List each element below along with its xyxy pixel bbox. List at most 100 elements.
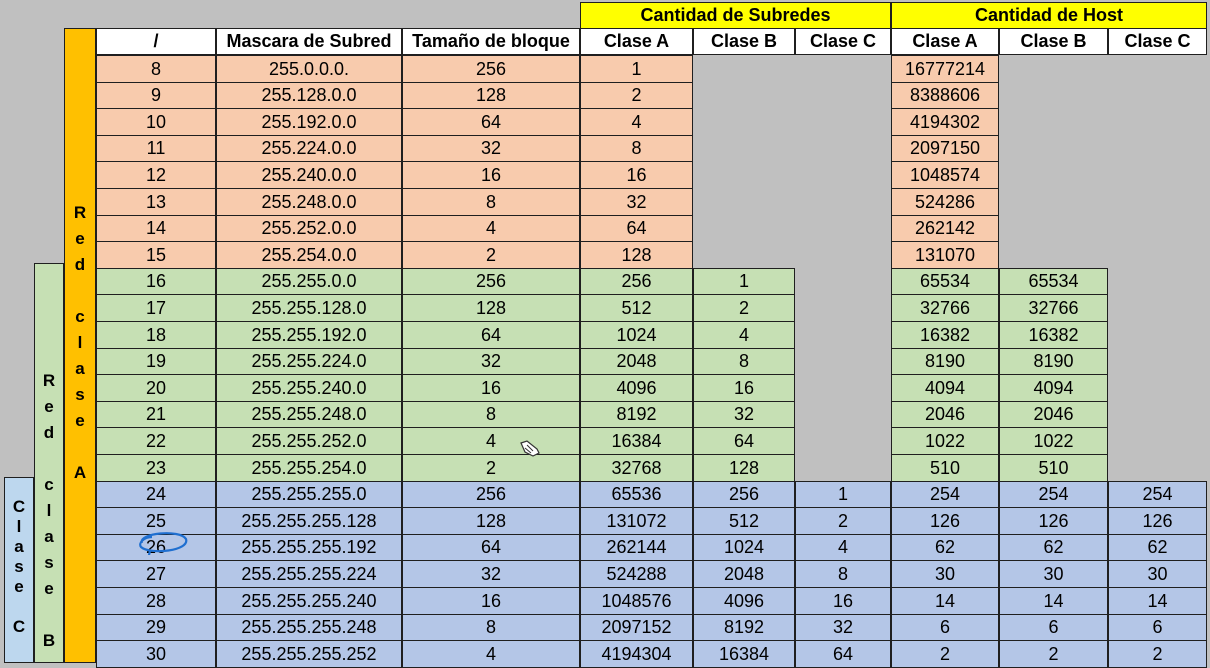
table-cell-sub-c[interactable]: 64 <box>795 640 891 668</box>
table-cell-block[interactable]: 8 <box>402 613 580 642</box>
header-cantidad-host[interactable]: Cantidad de Host <box>891 2 1207 29</box>
table-cell-prefix[interactable]: 21 <box>96 400 216 429</box>
table-cell-mask[interactable]: 255.255.224.0 <box>216 347 402 376</box>
table-cell-sub-b[interactable]: 4096 <box>693 587 795 615</box>
table-cell-host-a[interactable]: 262142 <box>891 214 999 243</box>
table-cell-prefix[interactable]: 10 <box>96 108 216 137</box>
table-cell-mask[interactable]: 255.255.248.0 <box>216 400 402 429</box>
table-cell-host-b[interactable]: 2 <box>999 640 1108 668</box>
table-cell-mask[interactable]: 255.255.255.252 <box>216 640 402 668</box>
column-header-host_c[interactable]: Clase C <box>1108 28 1207 55</box>
table-cell-host-a[interactable]: 4194302 <box>891 108 999 137</box>
table-cell-block[interactable]: 4 <box>402 640 580 668</box>
table-cell-host-a[interactable]: 510 <box>891 454 999 482</box>
table-cell-host-b[interactable]: 2046 <box>999 400 1108 429</box>
table-cell-mask[interactable]: 255.255.255.240 <box>216 587 402 615</box>
column-header-host_b[interactable]: Clase B <box>999 28 1108 55</box>
table-cell-block[interactable]: 32 <box>402 560 580 589</box>
header-cantidad-subredes[interactable]: Cantidad de Subredes <box>580 2 891 29</box>
table-cell-sub-a[interactable]: 4194304 <box>580 640 693 668</box>
table-cell-prefix[interactable]: 20 <box>96 374 216 403</box>
table-cell-sub-b[interactable]: 256 <box>693 480 795 509</box>
column-header-slash[interactable]: / <box>96 28 216 55</box>
table-cell-sub-b[interactable]: 2 <box>693 294 795 323</box>
table-cell-mask[interactable]: 255.255.255.248 <box>216 613 402 642</box>
table-cell-sub-a[interactable]: 524288 <box>580 560 693 589</box>
table-cell-host-c[interactable]: 2 <box>1108 640 1207 668</box>
table-cell-sub-a[interactable]: 32 <box>580 188 693 216</box>
table-cell-mask[interactable]: 255.224.0.0 <box>216 134 402 163</box>
table-cell-block[interactable]: 64 <box>402 321 580 349</box>
table-cell-sub-b[interactable]: 16 <box>693 374 795 403</box>
table-cell-sub-a[interactable]: 16 <box>580 161 693 190</box>
column-header-sub_b[interactable]: Clase B <box>693 28 795 55</box>
table-cell-sub-b[interactable]: 128 <box>693 454 795 482</box>
table-cell-prefix[interactable]: 28 <box>96 587 216 615</box>
table-cell-host-a[interactable]: 1022 <box>891 427 999 456</box>
table-cell-sub-a[interactable]: 64 <box>580 214 693 243</box>
table-cell-mask[interactable]: 255.192.0.0 <box>216 108 402 137</box>
table-cell-block[interactable]: 128 <box>402 507 580 536</box>
table-cell-mask[interactable]: 255.255.192.0 <box>216 321 402 349</box>
table-cell-prefix[interactable]: 12 <box>96 161 216 190</box>
table-cell-mask[interactable]: 255.254.0.0 <box>216 241 402 270</box>
table-cell-host-a[interactable]: 131070 <box>891 241 999 270</box>
table-cell-host-b[interactable]: 254 <box>999 480 1108 509</box>
table-cell-sub-b[interactable]: 1024 <box>693 533 795 562</box>
table-cell-host-a[interactable]: 8190 <box>891 347 999 376</box>
table-cell-mask[interactable]: 255.255.254.0 <box>216 454 402 482</box>
table-cell-prefix[interactable]: 27 <box>96 560 216 589</box>
table-cell-sub-c[interactable]: 16 <box>795 587 891 615</box>
table-cell-mask[interactable]: 255.252.0.0 <box>216 214 402 243</box>
table-cell-host-c[interactable]: 6 <box>1108 613 1207 642</box>
table-cell-sub-a[interactable]: 128 <box>580 241 693 270</box>
table-cell-host-c[interactable]: 126 <box>1108 507 1207 536</box>
table-cell-prefix[interactable]: 22 <box>96 427 216 456</box>
table-cell-sub-a[interactable]: 32768 <box>580 454 693 482</box>
table-cell-host-c[interactable]: 14 <box>1108 587 1207 615</box>
table-cell-prefix[interactable]: 14 <box>96 214 216 243</box>
table-cell-prefix[interactable]: 15 <box>96 241 216 270</box>
table-cell-block[interactable]: 2 <box>402 454 580 482</box>
table-cell-host-a[interactable]: 62 <box>891 533 999 562</box>
table-cell-host-b[interactable]: 65534 <box>999 267 1108 296</box>
table-cell-sub-b[interactable]: 4 <box>693 321 795 349</box>
table-cell-host-b[interactable]: 32766 <box>999 294 1108 323</box>
table-cell-mask[interactable]: 255.240.0.0 <box>216 161 402 190</box>
column-header-sub_c[interactable]: Clase C <box>795 28 891 55</box>
table-cell-mask[interactable]: 255.255.252.0 <box>216 427 402 456</box>
table-cell-prefix[interactable]: 17 <box>96 294 216 323</box>
table-cell-block[interactable]: 8 <box>402 400 580 429</box>
table-cell-sub-c[interactable]: 4 <box>795 533 891 562</box>
table-cell-block[interactable]: 128 <box>402 294 580 323</box>
table-cell-host-a[interactable]: 6 <box>891 613 999 642</box>
table-cell-sub-a[interactable]: 2 <box>580 81 693 110</box>
table-cell-sub-b[interactable]: 64 <box>693 427 795 456</box>
table-cell-host-a[interactable]: 65534 <box>891 267 999 296</box>
table-cell-sub-b[interactable]: 2048 <box>693 560 795 589</box>
table-cell-sub-c[interactable]: 8 <box>795 560 891 589</box>
table-cell-host-a[interactable]: 8388606 <box>891 81 999 110</box>
table-cell-prefix[interactable]: 19 <box>96 347 216 376</box>
table-cell-mask[interactable]: 255.248.0.0 <box>216 188 402 216</box>
table-cell-host-a[interactable]: 126 <box>891 507 999 536</box>
table-cell-sub-b[interactable]: 32 <box>693 400 795 429</box>
table-cell-prefix[interactable]: 18 <box>96 321 216 349</box>
table-cell-host-b[interactable]: 16382 <box>999 321 1108 349</box>
table-cell-block[interactable]: 8 <box>402 188 580 216</box>
table-cell-sub-a[interactable]: 2048 <box>580 347 693 376</box>
table-cell-sub-a[interactable]: 4096 <box>580 374 693 403</box>
table-cell-sub-b[interactable]: 1 <box>693 267 795 296</box>
table-cell-block[interactable]: 256 <box>402 55 580 83</box>
table-cell-host-a[interactable]: 14 <box>891 587 999 615</box>
table-cell-mask[interactable]: 255.255.255.192 <box>216 533 402 562</box>
table-cell-sub-a[interactable]: 4 <box>580 108 693 137</box>
column-header-host_a[interactable]: Clase A <box>891 28 999 55</box>
table-cell-sub-b[interactable]: 512 <box>693 507 795 536</box>
table-cell-prefix[interactable]: 30 <box>96 640 216 668</box>
table-cell-prefix[interactable]: 24 <box>96 480 216 509</box>
table-cell-host-a[interactable]: 524286 <box>891 188 999 216</box>
table-cell-block[interactable]: 64 <box>402 533 580 562</box>
table-cell-prefix[interactable]: 8 <box>96 55 216 83</box>
table-cell-host-a[interactable]: 254 <box>891 480 999 509</box>
